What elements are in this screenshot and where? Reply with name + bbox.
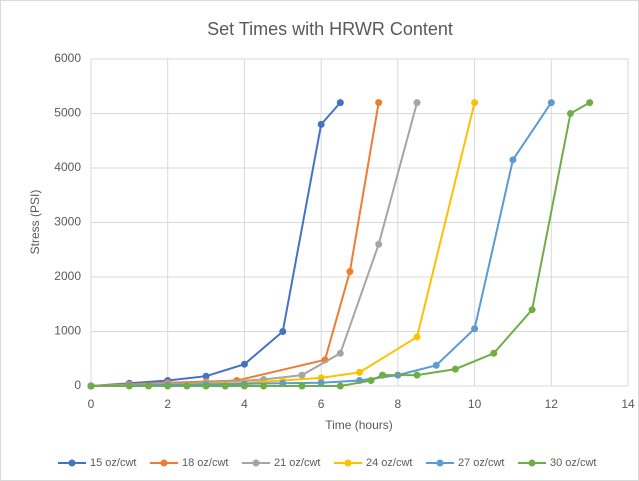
data-point — [432, 361, 440, 369]
data-point — [202, 382, 210, 390]
data-point — [260, 382, 268, 390]
data-point — [298, 382, 306, 390]
x-axis-title: Time (hours) — [325, 418, 393, 432]
data-point — [356, 368, 363, 376]
data-point — [375, 240, 383, 248]
data-point — [240, 382, 248, 390]
legend-label: 30 oz/cwt — [550, 457, 596, 469]
data-point — [566, 110, 574, 117]
legend-marker — [344, 459, 352, 467]
data-point — [451, 365, 459, 373]
legend-label: 15 oz/cwt — [90, 457, 136, 469]
legend-marker — [436, 459, 444, 467]
data-point — [509, 156, 517, 164]
data-point — [413, 333, 421, 341]
data-point — [413, 99, 421, 107]
x-tick-label: 6 — [318, 397, 325, 411]
x-tick-label: 0 — [88, 397, 95, 411]
legend-label: 21 oz/cwt — [274, 457, 320, 469]
data-point — [375, 99, 383, 107]
x-tick-label: 14 — [621, 397, 635, 411]
data-point — [336, 349, 344, 357]
y-tick-label: 2000 — [54, 269, 81, 283]
data-point — [490, 349, 498, 357]
legend-marker — [68, 459, 76, 467]
data-point — [379, 371, 387, 379]
data-point — [586, 99, 594, 107]
legend-marker — [528, 459, 536, 467]
x-tick-label: 2 — [164, 397, 171, 411]
chart-title: Set Times with HRWR Content — [207, 19, 453, 39]
data-point — [367, 377, 375, 385]
x-tick-label: 4 — [241, 397, 248, 411]
data-point — [164, 382, 172, 390]
legend-label: 18 oz/cwt — [182, 457, 228, 469]
data-point — [221, 382, 229, 390]
data-point — [336, 382, 344, 390]
series-line — [90, 101, 342, 387]
legend-label: 27 oz/cwt — [458, 457, 504, 469]
data-point — [528, 306, 536, 314]
x-tick-label: 10 — [468, 397, 482, 411]
data-point — [471, 325, 479, 333]
data-point — [336, 99, 344, 107]
y-tick-label: 3000 — [54, 215, 81, 229]
y-tick-label: 6000 — [54, 51, 81, 65]
data-point — [317, 374, 325, 382]
x-tick-label: 12 — [545, 397, 559, 411]
data-point — [279, 328, 287, 335]
data-point — [346, 268, 354, 276]
data-point — [202, 372, 210, 380]
legend-marker — [160, 459, 168, 467]
legend-marker — [252, 459, 260, 467]
data-point — [317, 120, 325, 128]
data-point — [125, 382, 133, 390]
data-point — [298, 371, 306, 379]
data-point — [547, 99, 555, 107]
data-point — [145, 382, 153, 390]
y-tick-label: 1000 — [54, 324, 81, 338]
legend-label: 24 oz/cwt — [366, 457, 412, 469]
y-tick-label: 5000 — [54, 106, 81, 120]
x-tick-label: 8 — [395, 397, 402, 411]
data-point — [183, 382, 191, 390]
data-point — [471, 99, 479, 107]
y-axis-title: Stress (PSI) — [28, 190, 42, 255]
y-tick-label: 0 — [74, 378, 81, 392]
data-point — [87, 382, 95, 390]
data-point — [317, 379, 325, 387]
data-point — [240, 360, 248, 368]
y-tick-label: 4000 — [54, 160, 81, 174]
data-point — [413, 371, 421, 379]
